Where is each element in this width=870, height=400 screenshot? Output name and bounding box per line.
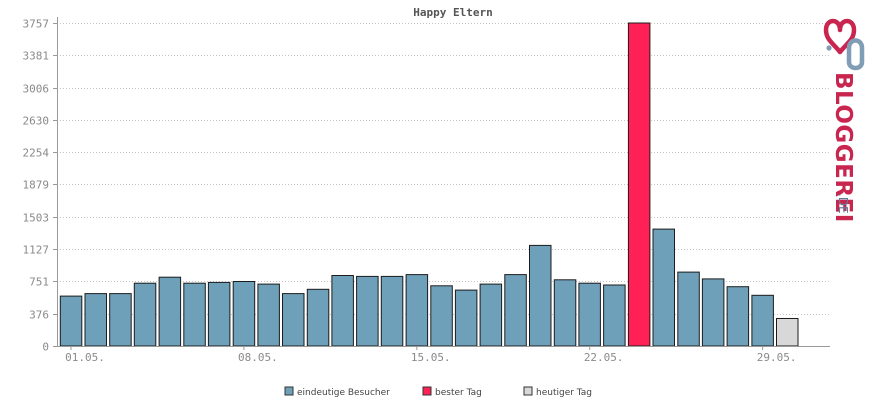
y-tick-label: 3757 [23,18,50,31]
y-tick-label: 1879 [23,179,50,192]
x-tick-label: 08.05. [238,351,278,364]
grid-lines [57,23,830,315]
bar [454,289,478,347]
bar [603,284,626,347]
logo-wordmark: BLOGGEREI [830,72,856,223]
bar [331,275,354,347]
legend-swatch [284,386,294,396]
x-tick-label: 01.05. [65,351,105,364]
legend-swatch [422,386,432,396]
y-tick-label: 0 [42,341,49,354]
bar [701,278,725,347]
bar [751,294,774,347]
x-tick-label: 29.05. [757,351,797,364]
bar [677,271,700,347]
x-axis-ticks: 01.05. 08.05. 15.05. 22.05. 29.05. [65,346,796,364]
bar [133,282,157,347]
y-tick-label: 2254 [23,147,50,160]
bar [183,282,206,347]
bar [776,318,799,347]
bar [84,293,107,347]
legend-label: eindeutige Besucher [297,388,390,398]
bar [306,288,330,347]
bar [504,274,527,347]
legend: eindeutige Besucher bester Tag heutiger Ta… [284,386,592,398]
bar [405,274,429,347]
y-tick-label: 751 [29,276,49,289]
x-tick-label: 22.05. [584,351,624,364]
bar [59,295,83,347]
y-tick-label: 3381 [23,50,50,63]
legend-item-today: heutiger Tag [523,386,592,398]
bar [553,279,577,347]
y-tick-label: 1127 [23,244,50,257]
bar [232,281,256,347]
bar [652,228,675,347]
bar [529,244,552,347]
bar [380,275,404,347]
bar [257,283,280,347]
legend-label: heutiger Tag [536,388,592,398]
y-axis-ticks: 0 376 751 1127 1503 1879 2254 2630 3006 3381 3757 [23,18,57,354]
y-tick-label: 1503 [23,212,50,225]
bar [479,283,503,347]
logo-symbol-icon [823,18,865,71]
bar [158,276,182,347]
bar [627,22,651,347]
axes [57,17,830,347]
logo-suffix: .DE [836,193,850,214]
bar [356,275,379,347]
x-tick-label: 15.05. [411,351,451,364]
bar [578,282,601,347]
legend-item-visitors: eindeutige Besucher [284,386,390,398]
bar [207,281,231,347]
bar [726,286,750,347]
bar [109,293,132,347]
chart-title: Happy Eltern [413,6,492,19]
bar [282,293,305,347]
y-tick-label: 3006 [23,83,50,96]
bar [430,285,453,347]
legend-item-best: bester Tag [422,386,482,398]
bloggerei-logo: BLOGGEREI .DE [823,18,865,223]
y-tick-label: 376 [29,309,49,322]
legend-swatch [523,386,533,396]
legend-label: bester Tag [435,388,482,398]
y-tick-label: 2630 [23,115,50,128]
